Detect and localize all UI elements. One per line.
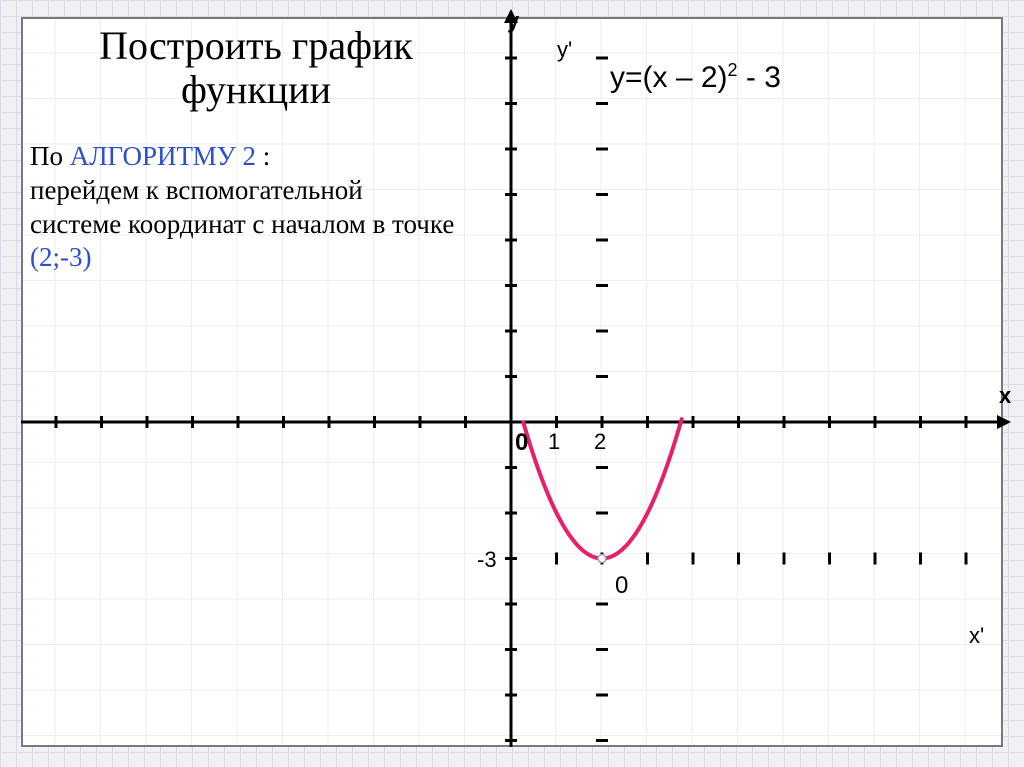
desc-point: (2;-3) [30,242,91,272]
desc-pre: По [30,141,70,171]
formula-sup: 2 [728,60,738,80]
function-formula: y=(x – 2)2 - 3 [610,60,781,95]
y-axis-label: y [507,8,519,34]
y-prime-label: y' [557,37,572,63]
plot-area [21,17,1003,747]
tick-label-minus-3: -3 [477,547,497,573]
x-prime-label: x' [969,623,984,649]
plot-svg [21,17,1003,747]
secondary-origin-label: 0 [615,572,628,600]
desc-algorithm: АЛГОРИТМУ 2 [70,141,256,171]
formula-before: y=(x – 2) [610,61,728,94]
origin-label: 0 [515,429,528,457]
description-text: По АЛГОРИТМУ 2 :перейдем к вспомогательн… [30,140,460,275]
page-title: Построить график функции [21,17,491,119]
x-axis-label: x [999,383,1011,409]
tick-label-1: 1 [548,429,560,455]
tick-label-2: 2 [594,429,606,455]
formula-after: - 3 [738,61,781,94]
